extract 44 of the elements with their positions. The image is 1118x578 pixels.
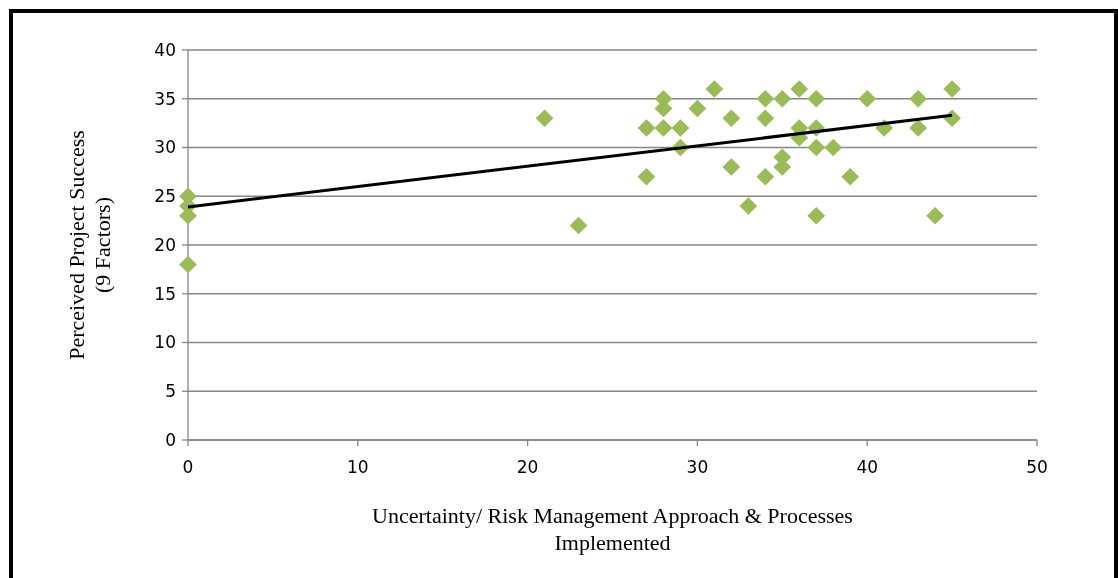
point <box>756 89 775 108</box>
y-tick-label: 40 <box>154 39 176 60</box>
point <box>858 89 877 108</box>
y-tick-label: 25 <box>154 186 176 207</box>
x-tick-label: 10 <box>346 457 369 477</box>
point <box>756 167 775 186</box>
y-axis-title: Perceived Project Success (9 Factors) <box>64 130 115 360</box>
point <box>943 80 961 98</box>
point <box>807 206 826 225</box>
point <box>688 99 707 118</box>
point <box>722 158 741 176</box>
point <box>569 216 588 235</box>
point <box>926 206 944 225</box>
point <box>807 138 826 157</box>
point <box>756 109 775 128</box>
y-tick-label: 30 <box>154 137 176 158</box>
point <box>535 109 554 128</box>
x-tick-label: 50 <box>1026 457 1048 477</box>
x-axis-title: Uncertainty/ Risk Management Approach & Processes Implemented <box>372 503 853 555</box>
point <box>637 167 656 186</box>
point <box>790 80 809 98</box>
point <box>824 138 843 157</box>
x-tick-label: 40 <box>856 457 879 477</box>
point <box>909 119 927 137</box>
point <box>179 255 197 274</box>
y-tick-label: 0 <box>165 429 176 450</box>
y-tick-label: 15 <box>154 283 176 304</box>
point <box>637 119 656 137</box>
point <box>807 89 826 108</box>
x-tick-label: 20 <box>516 457 539 477</box>
point <box>705 80 724 98</box>
x-tick-label: 0 <box>182 457 194 477</box>
y-tick-label: 10 <box>154 332 176 353</box>
point <box>773 89 792 108</box>
point <box>909 89 927 108</box>
point <box>722 109 741 128</box>
point <box>671 119 690 137</box>
y-tick-label: 5 <box>165 381 176 402</box>
point <box>739 197 758 215</box>
y-tick-label: 35 <box>154 88 176 109</box>
point <box>654 119 673 137</box>
point <box>841 167 860 186</box>
x-tick-label: 30 <box>686 457 709 477</box>
y-tick-label: 20 <box>154 234 176 255</box>
